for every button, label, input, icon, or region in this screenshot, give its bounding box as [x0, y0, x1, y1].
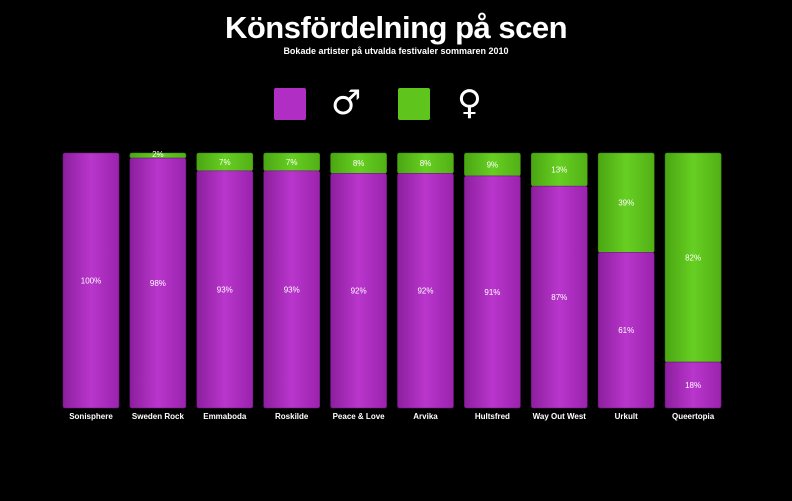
bar-label-female: 8% — [353, 159, 365, 168]
category-label: Way Out West — [533, 412, 587, 421]
category-label: Roskilde — [275, 412, 309, 421]
category-label: Sonisphere — [69, 412, 113, 421]
category-label: Peace & Love — [333, 412, 386, 421]
chart-subtitle: Bokade artister på utvalda festivaler so… — [283, 46, 509, 56]
category-label: Queertopia — [672, 412, 715, 421]
category-label: Arvika — [413, 412, 438, 421]
bar-male — [263, 170, 321, 409]
bar-male — [129, 157, 187, 409]
bar-label-male: 87% — [551, 293, 567, 302]
chart-title: Könsfördelning på scen — [224, 10, 568, 45]
bar-label-female: 9% — [487, 160, 499, 169]
bar-male — [330, 173, 387, 409]
bar-male — [196, 170, 254, 409]
bar-label-male: 98% — [150, 279, 166, 288]
male-symbol-icon: ♂ — [331, 83, 362, 123]
bar-label-male: 18% — [685, 381, 701, 390]
bar-label-female: 7% — [286, 158, 298, 167]
bar-label-male: 93% — [217, 285, 233, 294]
legend-swatch-male — [274, 88, 306, 120]
bar-male — [62, 152, 120, 409]
category-label: Urkult — [615, 412, 638, 421]
bar-male — [664, 361, 722, 409]
bar-label-male: 61% — [618, 326, 634, 335]
bar-label-male: 92% — [417, 287, 433, 296]
category-label: Emmaboda — [203, 412, 247, 421]
bar-label-female: 2% — [152, 150, 164, 159]
legend-swatch-female — [398, 88, 430, 120]
bar-label-male: 100% — [81, 277, 101, 286]
category-label: Hultsfred — [475, 412, 510, 421]
bar-label-female: 13% — [551, 166, 567, 175]
bar-male — [397, 173, 454, 409]
bar-label-female: 7% — [219, 158, 231, 167]
bar-male — [464, 175, 521, 409]
bar-label-male: 91% — [484, 288, 500, 297]
bar-male — [597, 252, 655, 409]
female-symbol-icon: ♀ — [457, 83, 482, 123]
bar-label-male: 93% — [284, 285, 300, 294]
category-label: Sweden Rock — [132, 412, 185, 421]
bar-label-female: 39% — [618, 199, 634, 208]
bar-label-female: 82% — [685, 254, 701, 263]
bar-male — [530, 185, 588, 409]
bar-label-male: 92% — [351, 287, 367, 296]
bar-label-female: 8% — [420, 159, 432, 168]
